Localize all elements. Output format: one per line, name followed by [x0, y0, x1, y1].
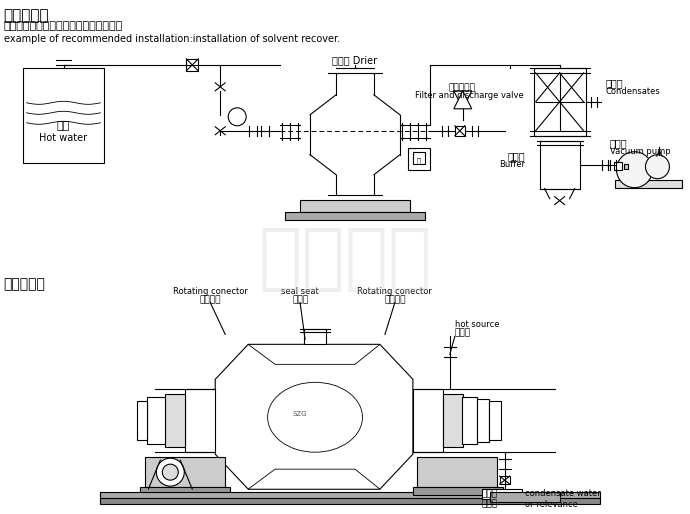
- Text: 冷凝器: 冷凝器: [606, 78, 623, 88]
- Text: hot source: hot source: [455, 320, 500, 329]
- Text: 固: 固: [417, 157, 421, 164]
- Text: 旋转接头: 旋转接头: [199, 295, 221, 304]
- Bar: [186, 389, 215, 452]
- Text: 过滤放空阀: 过滤放空阀: [448, 83, 475, 93]
- Bar: [500, 476, 510, 484]
- Text: Filter and discharge valve: Filter and discharge valve: [415, 91, 524, 100]
- Text: 密封座: 密封座: [292, 295, 308, 304]
- Circle shape: [162, 464, 178, 480]
- Polygon shape: [454, 91, 472, 109]
- Text: Condensates: Condensates: [606, 87, 660, 96]
- Circle shape: [157, 458, 184, 486]
- Bar: [408, 148, 430, 170]
- Bar: [615, 180, 682, 188]
- Bar: [482, 489, 522, 499]
- Text: 进热源: 进热源: [455, 328, 471, 337]
- Polygon shape: [215, 344, 413, 489]
- Bar: [146, 457, 225, 487]
- Text: 推荐的工艺安置示范：溶剂回收工艺安置: 推荐的工艺安置示范：溶剂回收工艺安置: [3, 21, 123, 31]
- Bar: [101, 492, 600, 502]
- Circle shape: [616, 152, 653, 188]
- Text: Vacuum pump: Vacuum pump: [609, 147, 670, 156]
- Text: 旋转接头: 旋转接头: [384, 295, 406, 304]
- Text: 热水: 热水: [57, 121, 70, 131]
- Bar: [148, 397, 166, 444]
- Bar: [477, 399, 489, 442]
- Text: seal seat: seal seat: [282, 287, 319, 296]
- Bar: [304, 329, 326, 344]
- Text: example of recommended installation:installation of solvent recover.: example of recommended installation:inst…: [3, 34, 339, 44]
- Text: Rotating conector: Rotating conector: [172, 287, 248, 296]
- Bar: [533, 68, 586, 136]
- Text: 干燥机 Drier: 干燥机 Drier: [333, 55, 377, 65]
- Bar: [413, 389, 443, 452]
- Text: Buffer: Buffer: [499, 160, 524, 169]
- Bar: [300, 199, 410, 212]
- Bar: [413, 487, 503, 495]
- Text: 创联网络: 创联网络: [258, 225, 432, 294]
- Bar: [489, 401, 501, 440]
- Text: 冷凝器
或回流: 冷凝器 或回流: [482, 489, 498, 508]
- Bar: [137, 401, 148, 440]
- Bar: [613, 162, 622, 170]
- Bar: [140, 487, 230, 495]
- Polygon shape: [454, 91, 472, 109]
- Text: 简易结构图: 简易结构图: [3, 278, 46, 291]
- Polygon shape: [248, 469, 380, 489]
- Circle shape: [645, 155, 669, 179]
- Bar: [443, 394, 463, 447]
- Bar: [624, 163, 629, 169]
- Bar: [23, 68, 104, 163]
- Text: condensate water
or relevance: condensate water or relevance: [524, 489, 600, 508]
- Bar: [455, 126, 465, 136]
- Text: SZG: SZG: [293, 411, 307, 417]
- Bar: [186, 59, 198, 71]
- Bar: [490, 492, 560, 502]
- Text: 缓冲罐: 缓冲罐: [507, 151, 524, 161]
- Bar: [285, 212, 425, 219]
- Polygon shape: [248, 344, 380, 364]
- Bar: [413, 152, 425, 163]
- Text: Rotating conector: Rotating conector: [357, 287, 433, 296]
- Text: Hot water: Hot water: [39, 133, 88, 143]
- Bar: [540, 141, 580, 189]
- Bar: [166, 394, 186, 447]
- Text: 安装示意图: 安装示意图: [3, 8, 49, 23]
- Bar: [417, 457, 497, 487]
- Bar: [462, 397, 477, 444]
- Bar: [101, 498, 600, 504]
- Text: 真空泵: 真空泵: [609, 138, 627, 148]
